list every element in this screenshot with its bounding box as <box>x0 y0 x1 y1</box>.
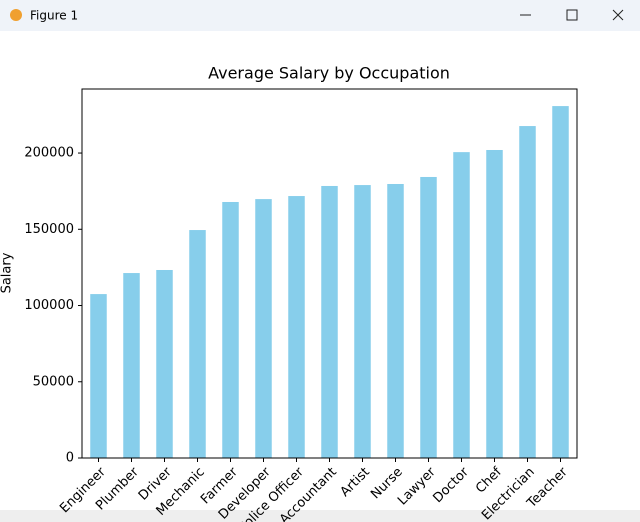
bar <box>486 149 503 458</box>
close-button[interactable] <box>612 9 624 21</box>
toolbar <box>0 510 640 522</box>
bar <box>552 106 569 458</box>
y-tick-label: 100000 <box>24 298 74 313</box>
title-bar <box>0 0 640 31</box>
window-title: Figure 1 <box>30 9 78 23</box>
chart-title: Average Salary by Occupation <box>208 64 450 83</box>
y-tick-label: 150000 <box>24 222 74 237</box>
y-tick-label: 50000 <box>33 374 74 389</box>
bar <box>453 152 470 458</box>
y-tick-label: 200000 <box>24 146 74 161</box>
y-axis-label: Salary <box>0 252 15 293</box>
bar <box>255 199 272 458</box>
bar <box>354 185 371 458</box>
bar <box>519 126 536 458</box>
y-tick-label: 0 <box>66 451 74 466</box>
bar <box>288 196 305 458</box>
bar <box>420 176 437 458</box>
app-icon <box>10 9 22 21</box>
bar <box>90 294 107 458</box>
bar <box>222 201 239 458</box>
maximize-button[interactable] <box>566 9 578 21</box>
bar <box>156 269 173 458</box>
bar <box>189 230 206 458</box>
bar <box>321 185 338 458</box>
bar <box>387 183 404 458</box>
bar <box>123 273 140 458</box>
axes-frame <box>81 88 578 459</box>
